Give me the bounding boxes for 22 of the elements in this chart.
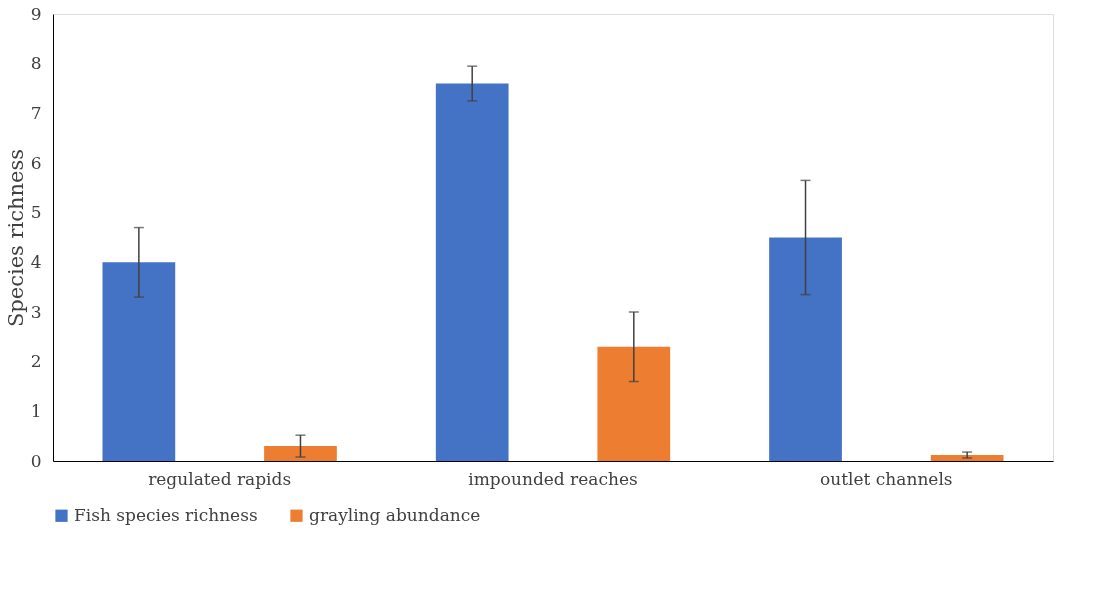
bar [769, 237, 842, 461]
y-tick-label: 6 [30, 152, 42, 173]
bar [930, 455, 1004, 461]
y-tick-label: 0 [30, 450, 42, 471]
y-axis-title: Species richness [3, 148, 28, 328]
x-tick-label: impounded reaches [468, 468, 638, 489]
bar [102, 262, 176, 461]
y-tick-label: 5 [30, 202, 42, 223]
bar [435, 83, 509, 461]
y-tick-label: 9 [30, 3, 42, 24]
x-tick-label: regulated rapids [148, 468, 292, 489]
y-tick-label: 8 [30, 53, 42, 74]
x-tick-label: outlet channels [820, 468, 953, 489]
legend-label: grayling abundance [309, 504, 481, 525]
y-tick-label: 1 [30, 400, 42, 421]
y-tick-label: 2 [30, 351, 42, 372]
bar [597, 346, 671, 461]
y-tick-label: 7 [30, 102, 42, 123]
y-tick-label: 3 [30, 301, 42, 322]
bar [264, 446, 337, 461]
y-tick-label: 4 [30, 251, 42, 272]
legend-label: Fish species richness [74, 504, 258, 525]
